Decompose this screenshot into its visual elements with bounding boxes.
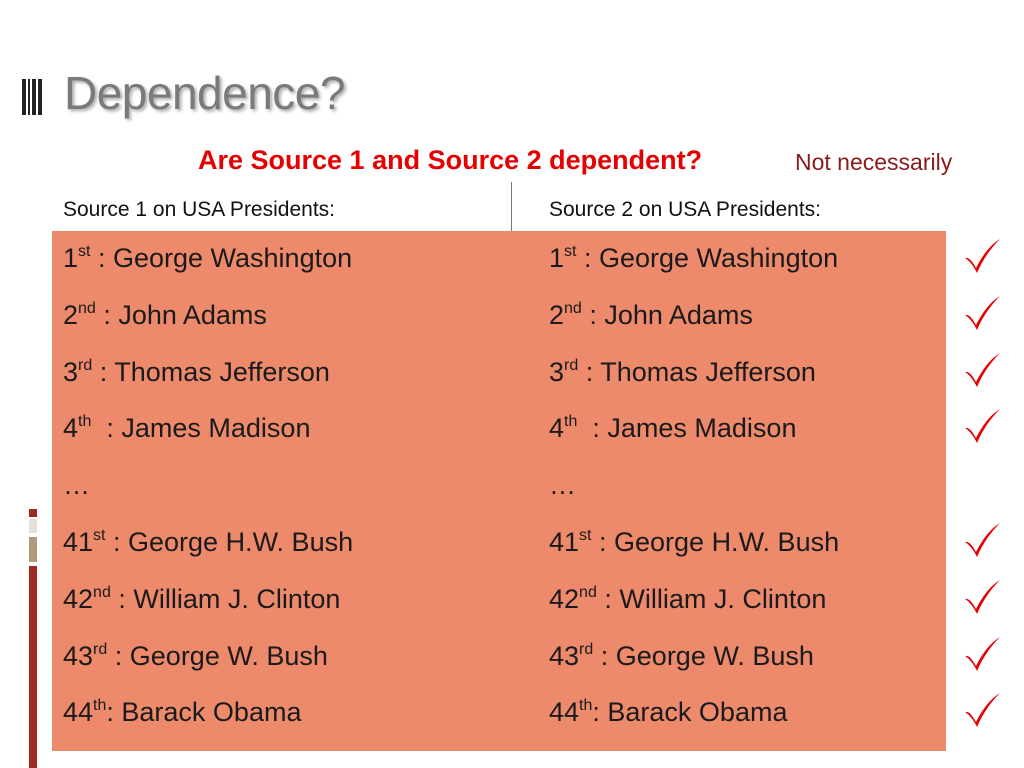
- ordinal-number: 4: [63, 413, 79, 444]
- source1-entry: 43rd : George W. Bush: [63, 641, 328, 672]
- ordinal-number: 41: [549, 527, 580, 557]
- accent-bar-tan: [29, 537, 37, 562]
- table-row: 3rd : Thomas Jefferson 3rd : Thomas Jeffe…: [52, 345, 946, 402]
- ordinal-number: 44: [63, 697, 94, 728]
- source1-entry: 41st : George H.W. Bush: [63, 527, 353, 558]
- ordinal-number: 2: [549, 299, 565, 330]
- source2-entry: …: [549, 470, 576, 501]
- answer-text: Not necessarily: [795, 149, 953, 175]
- source1-entry: 1st : George Washington: [63, 243, 352, 274]
- ordinal-suffix: nd: [564, 299, 582, 317]
- title-bullet-icon: [22, 79, 42, 115]
- source2-entry: 42nd : William J. Clinton: [549, 584, 826, 615]
- question-text: Are Source 1 and Source 2 dependent?: [198, 145, 703, 175]
- ordinal-number: 42: [549, 583, 580, 614]
- ordinal-suffix: rd: [93, 640, 108, 658]
- ordinal-number: 3: [63, 356, 79, 387]
- ordinal-suffix: rd: [564, 356, 579, 374]
- source1-entry: 3rd : Thomas Jefferson: [63, 357, 330, 388]
- presidents-table: 1st : George Washington 1st : George Wash…: [52, 231, 946, 751]
- checkmark-icon: [965, 579, 1000, 614]
- checkmark-icon: [965, 295, 1000, 330]
- president-name: : Barack Obama: [592, 697, 788, 728]
- ordinal-number: 43: [63, 640, 94, 671]
- ordinal-number: 42: [63, 583, 94, 614]
- ordinal-number: 3: [549, 356, 565, 387]
- slide-title: Dependence?: [64, 67, 345, 119]
- ordinal-number: 2: [63, 299, 79, 330]
- president-name: : John Adams: [95, 299, 267, 330]
- table-row: 42nd : William J. Clinton 42nd : William …: [52, 572, 946, 629]
- president-name: : James Madison: [577, 413, 797, 444]
- ordinal-suffix: nd: [579, 583, 597, 601]
- ordinal-suffix: th: [564, 413, 578, 431]
- ordinal-suffix: nd: [78, 299, 96, 317]
- ordinal-suffix: st: [93, 527, 106, 544]
- source1-entry: 2nd : John Adams: [63, 300, 267, 331]
- ordinal-suffix: nd: [93, 583, 111, 601]
- checkmark-icon: [965, 409, 1000, 444]
- president-name: : George W. Bush: [593, 640, 814, 671]
- ordinal-suffix: st: [564, 243, 577, 260]
- checkmark-icon: [965, 693, 1000, 728]
- president-name: : John Adams: [581, 299, 753, 330]
- source2-entry: 41st : George H.W. Bush: [549, 527, 839, 558]
- source2-entry: 43rd : George W. Bush: [549, 641, 814, 672]
- president-name: : George H.W. Bush: [591, 527, 840, 557]
- source2-entry: 2nd : John Adams: [549, 300, 753, 331]
- ordinal-suffix: th: [78, 413, 92, 431]
- table-row: 4th : James Madison 4th : James Madison: [52, 401, 946, 458]
- source2-header: Source 2 on USA Presidents:: [549, 198, 821, 221]
- source2-entry: 3rd : Thomas Jefferson: [549, 357, 816, 388]
- ordinal-number: 43: [549, 640, 580, 671]
- ordinal-number: 44: [549, 697, 580, 728]
- checkmark-icon: [965, 352, 1000, 387]
- checkmark-icon: [965, 636, 1000, 671]
- table-row: 41st : George H.W. Bush 41st : George H.W…: [52, 515, 946, 572]
- accent-bar-light: [29, 519, 37, 533]
- ordinal-suffix: th: [579, 697, 593, 715]
- source2-entry: 4th : James Madison: [549, 413, 796, 444]
- ordinal-suffix: rd: [579, 640, 594, 658]
- source2-entry: 1st : George Washington: [549, 243, 838, 274]
- ordinal-suffix: rd: [78, 356, 93, 374]
- president-name: : Barack Obama: [106, 697, 302, 728]
- president-name: : George H.W. Bush: [105, 527, 354, 557]
- president-name: : George W. Bush: [107, 640, 328, 671]
- president-name: : William J. Clinton: [110, 583, 341, 614]
- ordinal-number: 4: [549, 413, 565, 444]
- ordinal-number: 1: [63, 243, 79, 273]
- accent-bar-long: [29, 566, 37, 768]
- table-row: 2nd : John Adams 2nd : John Adams: [52, 288, 946, 345]
- ordinal-suffix: st: [579, 527, 592, 544]
- president-name: : Thomas Jefferson: [578, 356, 816, 387]
- ordinal-number: 1: [549, 243, 565, 273]
- ordinal-suffix: th: [93, 697, 107, 715]
- president-name: : James Madison: [91, 413, 311, 444]
- ordinal-suffix: st: [78, 243, 91, 260]
- table-row: 44th: Barack Obama 44th: Barack Obama: [52, 685, 946, 742]
- source1-entry: 4th : James Madison: [63, 413, 310, 444]
- president-name: : William J. Clinton: [596, 583, 827, 614]
- president-name: : Thomas Jefferson: [92, 356, 330, 387]
- checkmark-icon: [965, 239, 1000, 273]
- accent-bar-top: [29, 509, 37, 517]
- ordinal-number: …: [549, 470, 576, 501]
- ordinal-number: 41: [63, 527, 94, 557]
- president-name: : George Washington: [90, 243, 353, 273]
- table-row: ……: [52, 458, 946, 515]
- source1-header: Source 1 on USA Presidents:: [63, 198, 335, 221]
- column-divider: [511, 182, 512, 232]
- president-name: : George Washington: [576, 243, 839, 273]
- ordinal-number: …: [63, 470, 90, 501]
- table-row: 1st : George Washington 1st : George Wash…: [52, 231, 946, 288]
- source1-entry: …: [63, 470, 90, 501]
- source1-entry: 42nd : William J. Clinton: [63, 584, 340, 615]
- source2-entry: 44th: Barack Obama: [549, 697, 787, 728]
- source1-entry: 44th: Barack Obama: [63, 697, 301, 728]
- table-row: 43rd : George W. Bush 43rd : George W. Bu…: [52, 629, 946, 686]
- checkmark-icon: [965, 523, 1000, 557]
